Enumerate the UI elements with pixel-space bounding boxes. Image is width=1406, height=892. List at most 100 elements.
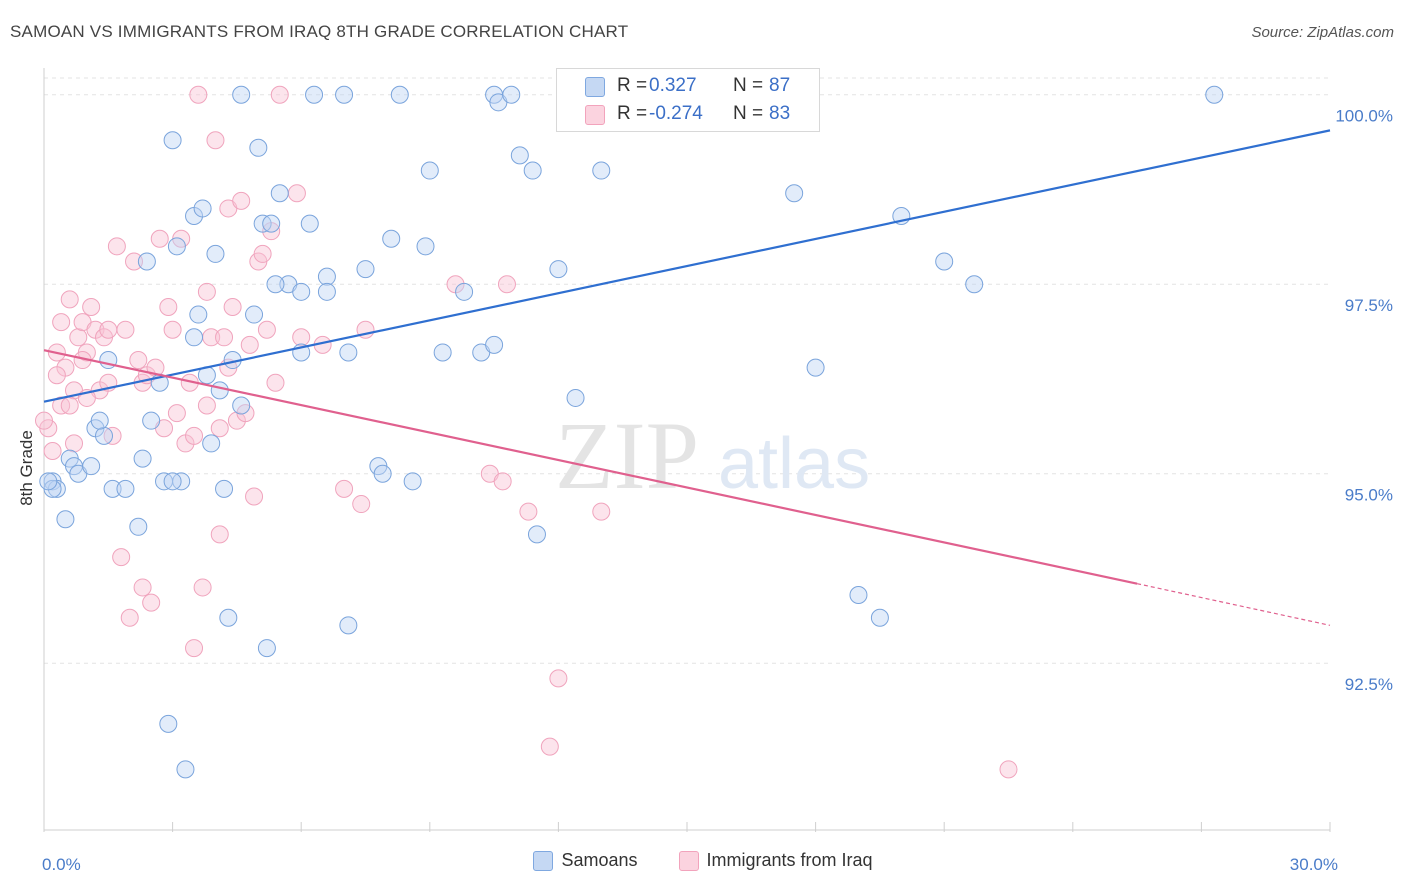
point-iraq	[159, 297, 178, 316]
legend-item-iraq[interactable]: Immigrants from Iraq	[678, 850, 873, 871]
legend-label-samoans: Samoans	[561, 850, 638, 870]
point-iraq	[125, 252, 144, 271]
point-samoans	[549, 260, 568, 279]
point-samoans	[56, 510, 75, 529]
point-samoans	[502, 85, 521, 104]
point-iraq	[493, 472, 512, 491]
point-iraq	[253, 244, 272, 263]
source-label: Source: ZipAtlas.com	[1251, 24, 1394, 41]
point-samoans	[232, 85, 251, 104]
point-samoans	[163, 472, 182, 491]
point-samoans	[373, 464, 392, 483]
point-iraq	[497, 275, 516, 294]
point-iraq	[150, 229, 169, 248]
y-axis-label: 8th Grade	[17, 430, 36, 506]
trend-line-iraq-extrapolated	[1136, 583, 1331, 626]
point-samoans	[382, 229, 401, 248]
point-iraq	[65, 434, 84, 453]
legend-item-samoans[interactable]: Samoans	[533, 850, 637, 871]
point-iraq	[540, 737, 559, 756]
y-tick-label: 95.0%	[1345, 486, 1393, 505]
point-iraq	[52, 313, 71, 332]
point-iraq	[257, 320, 276, 339]
x-tick-label: 0.0%	[42, 855, 81, 874]
point-samoans	[270, 184, 289, 203]
stats-row-iraq: R = -0.274 N = 83	[557, 100, 819, 128]
point-samoans	[455, 282, 474, 301]
point-samoans	[870, 608, 889, 627]
point-samoans	[266, 275, 285, 294]
point-iraq	[69, 328, 88, 347]
point-samoans	[317, 282, 336, 301]
point-iraq	[197, 396, 216, 415]
point-iraq	[163, 320, 182, 339]
point-samoans	[592, 161, 611, 180]
point-iraq	[335, 479, 354, 498]
point-samoans	[935, 252, 954, 271]
point-iraq	[107, 237, 126, 256]
point-samoans	[193, 199, 212, 218]
point-iraq	[116, 320, 135, 339]
point-samoans	[159, 714, 178, 733]
stats-row-samoans: R = 0.327 N = 87	[557, 72, 819, 100]
point-samoans	[189, 305, 208, 324]
r-value-iraq: -0.274	[649, 103, 703, 124]
point-samoans	[116, 479, 135, 498]
point-samoans	[167, 237, 186, 256]
trend-lines	[43, 129, 1331, 626]
point-samoans	[339, 616, 358, 635]
point-samoans	[249, 138, 268, 157]
chart-title: SAMOAN VS IMMIGRANTS FROM IRAQ 8TH GRADE…	[10, 22, 629, 41]
point-samoans	[510, 146, 529, 165]
point-samoans	[305, 85, 324, 104]
stats-box: R = 0.327 N = 87 R = -0.274 N = 83	[556, 68, 820, 132]
y-tick-label: 97.5%	[1345, 296, 1393, 315]
r-label: R =	[617, 75, 648, 96]
point-iraq	[232, 191, 251, 210]
point-iraq	[60, 396, 79, 415]
trend-line-samoans	[43, 129, 1331, 403]
point-iraq	[215, 328, 234, 347]
n-label: N =	[733, 75, 764, 96]
point-samoans	[849, 586, 868, 605]
point-samoans	[339, 343, 358, 362]
point-samoans	[433, 343, 452, 362]
point-samoans	[356, 260, 375, 279]
stats-swatch-samoans	[585, 77, 605, 97]
point-samoans	[523, 161, 542, 180]
iraq-points	[35, 85, 1018, 779]
point-samoans	[82, 457, 101, 476]
point-iraq	[129, 351, 148, 370]
point-samoans	[527, 525, 546, 544]
point-samoans	[176, 760, 195, 779]
point-samoans	[185, 328, 204, 347]
legend-swatch-iraq	[678, 850, 699, 871]
point-iraq	[185, 426, 204, 445]
point-iraq	[60, 290, 79, 309]
samoans-points	[39, 85, 1224, 779]
point-iraq	[206, 131, 225, 150]
point-samoans	[300, 214, 319, 233]
x-tick-label: 30.0%	[1290, 855, 1338, 874]
point-samoans	[210, 381, 229, 400]
point-iraq	[146, 358, 165, 377]
point-samoans	[133, 449, 152, 468]
point-samoans	[206, 244, 225, 263]
point-samoans	[292, 282, 311, 301]
watermark-zip: ZIP	[555, 402, 699, 509]
point-samoans	[90, 411, 109, 430]
point-iraq	[112, 548, 131, 567]
point-samoans	[785, 184, 804, 203]
point-iraq	[189, 85, 208, 104]
point-iraq	[223, 297, 242, 316]
point-iraq	[270, 85, 289, 104]
point-samoans	[965, 275, 984, 294]
point-iraq	[266, 373, 285, 392]
point-iraq	[35, 411, 53, 430]
point-samoans	[142, 411, 161, 430]
point-samoans	[1205, 85, 1224, 104]
point-iraq	[193, 578, 212, 597]
gridlines	[44, 77, 1330, 664]
point-iraq	[142, 593, 161, 612]
